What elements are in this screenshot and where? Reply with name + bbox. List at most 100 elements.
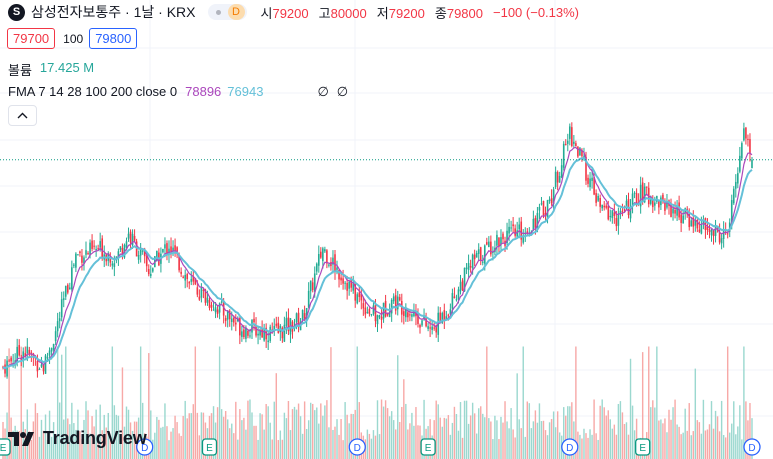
volume-bar [121, 367, 124, 459]
candle-body [607, 205, 610, 220]
chart-header: S 삼성전자보통주 · 1날 · KRX D 시79200 고80000 저79… [8, 3, 579, 21]
candle-body [479, 247, 482, 261]
volume-bar [81, 439, 83, 459]
candle-body [718, 232, 721, 243]
volume-bar [376, 400, 379, 459]
candle-body [338, 269, 340, 280]
volume-bar [449, 434, 452, 459]
volume-bar [516, 373, 518, 459]
candle-body [224, 318, 227, 321]
volume-bar [139, 346, 142, 459]
volume-bar [506, 421, 508, 459]
volume-bar [312, 403, 314, 459]
candle-body [378, 315, 381, 318]
volume-bar [629, 358, 632, 459]
volume-bar [575, 346, 577, 459]
tradingview-logo[interactable]: TradingView [8, 428, 147, 449]
fma-legend[interactable]: FMA 7 14 28 100 200 close 0 78896 76943 … [8, 84, 348, 100]
candlesticks [2, 122, 753, 379]
volume-bar [342, 440, 344, 459]
volume-bar [534, 410, 537, 459]
candle-body [601, 204, 604, 209]
volume-bar [567, 406, 569, 459]
candle-body [311, 282, 314, 290]
volume-bar [565, 415, 567, 459]
volume-bar [233, 433, 235, 459]
volume-bar [486, 346, 488, 459]
close-label: 종 [434, 5, 447, 21]
delayed-data-badge[interactable]: D [227, 4, 245, 20]
candle-body [550, 198, 553, 204]
candle-body [660, 197, 662, 206]
candle-body [619, 210, 622, 215]
dividend-marker-circle [348, 438, 366, 456]
collapse-legend-button[interactable] [8, 105, 37, 126]
candle-body [202, 289, 205, 291]
volume-bar [413, 425, 415, 459]
volume-bar [164, 403, 166, 459]
volume-bar [654, 407, 656, 459]
candle-body [562, 143, 565, 168]
candle-body [370, 314, 373, 316]
market-status-pill[interactable]: D [207, 4, 247, 20]
candle-body [712, 229, 715, 237]
candle-body [190, 279, 193, 282]
candle-body [121, 248, 124, 255]
candle-body [346, 282, 348, 291]
event-marker-letter: D [566, 443, 573, 454]
volume-bar [71, 402, 73, 459]
candle-body [257, 333, 259, 336]
volume-bar [390, 411, 393, 459]
candle-body [536, 212, 539, 230]
volume-bar [593, 399, 595, 459]
volume-bar [36, 413, 39, 459]
volume-bar [285, 418, 288, 459]
candle-body [409, 314, 411, 316]
candle-body [344, 282, 346, 284]
volume-bar [475, 433, 478, 459]
volume-bar [75, 429, 77, 459]
volume-bar [455, 414, 458, 459]
bid-ask-panel: 79700 100 79800 [7, 28, 138, 49]
volume-bar [473, 413, 476, 459]
sell-button[interactable]: 79700 [7, 28, 56, 49]
candle-body [204, 289, 207, 303]
candle-body [340, 277, 342, 281]
volume-legend[interactable]: 볼륨 17.425 M [8, 60, 94, 79]
candle-body [597, 196, 599, 201]
volume-bar [184, 400, 186, 459]
volume-bar [273, 401, 275, 459]
candle-body [58, 318, 61, 322]
candle-body [295, 313, 298, 323]
volume-bar [502, 422, 504, 459]
candle-body [720, 238, 723, 244]
candle-body [734, 181, 737, 189]
candle-body [277, 322, 280, 334]
candle-body [263, 329, 265, 341]
volume-bar [658, 420, 660, 459]
candle-body [313, 273, 316, 292]
candle-body [502, 233, 504, 240]
buy-button[interactable]: 79800 [89, 28, 138, 49]
candle-body [241, 331, 243, 337]
volume-bar [401, 406, 403, 459]
volume-bar [633, 430, 636, 459]
volume-bar [437, 404, 439, 459]
earnings-marker: E [635, 438, 651, 456]
candle-body [585, 156, 587, 181]
candle-body [309, 280, 312, 292]
candle-body [629, 207, 632, 219]
low-label: 저 [376, 5, 389, 21]
candle-body [423, 315, 425, 319]
volume-bar [648, 346, 650, 459]
volume-bar [451, 422, 454, 459]
candle-body [490, 241, 492, 255]
volume-bar [105, 427, 107, 459]
symbol-title[interactable]: 삼성전자보통주 · 1날 · KRX [31, 4, 196, 20]
volume-bar [631, 405, 634, 459]
volume-bar [688, 403, 690, 459]
candle-body [433, 327, 435, 329]
candle-body [439, 312, 442, 322]
event-markers[interactable]: E D E E D E DD [0, 438, 761, 456]
